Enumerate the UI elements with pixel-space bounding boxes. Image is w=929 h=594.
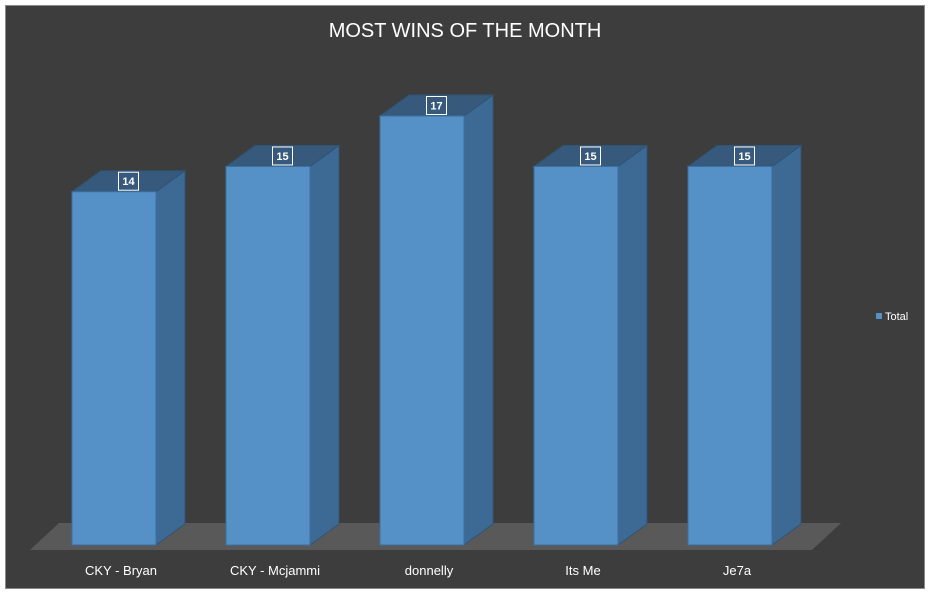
bar-front-0 <box>71 191 157 546</box>
x-tick-label-1: CKY - Mcjammi <box>230 563 320 578</box>
data-label-box-0 <box>118 171 139 191</box>
bar-front-4 <box>687 165 773 546</box>
legend: Total <box>876 311 908 323</box>
x-tick-label-2: donnelly <box>405 563 454 578</box>
data-label-2: 17 <box>430 101 442 113</box>
bar-0: 14 <box>70 169 187 546</box>
data-label-0: 14 <box>122 176 135 188</box>
bar-side-1 <box>309 144 340 546</box>
chart-title: MOST WINS OF THE MONTH <box>329 20 602 42</box>
legend-swatch-total <box>876 313 882 319</box>
x-tick-label-3: Its Me <box>565 563 600 578</box>
legend-label-total: Total <box>885 311 908 323</box>
bar-side-4 <box>771 144 802 546</box>
data-label-box-3 <box>580 146 601 166</box>
data-label-3: 15 <box>584 151 596 163</box>
bar-1: 15 <box>224 144 341 546</box>
data-label-box-2 <box>426 96 447 115</box>
x-tick-label-0: CKY - Bryan <box>85 563 157 578</box>
bar-3: 15 <box>532 144 649 546</box>
bar-2: 17 <box>378 94 495 546</box>
bar-front-2 <box>379 115 465 546</box>
data-label-4: 15 <box>738 151 750 163</box>
data-label-1: 15 <box>276 151 288 163</box>
bar-side-0 <box>155 169 186 546</box>
data-label-box-4 <box>734 146 755 166</box>
bar-front-3 <box>533 165 619 546</box>
bar-4: 15 <box>686 144 803 546</box>
bar-front-1 <box>225 165 311 546</box>
data-label-box-1 <box>272 146 293 166</box>
x-tick-label-4: Je7a <box>723 563 752 578</box>
bar-side-3 <box>617 144 648 546</box>
bar-side-2 <box>463 94 494 546</box>
